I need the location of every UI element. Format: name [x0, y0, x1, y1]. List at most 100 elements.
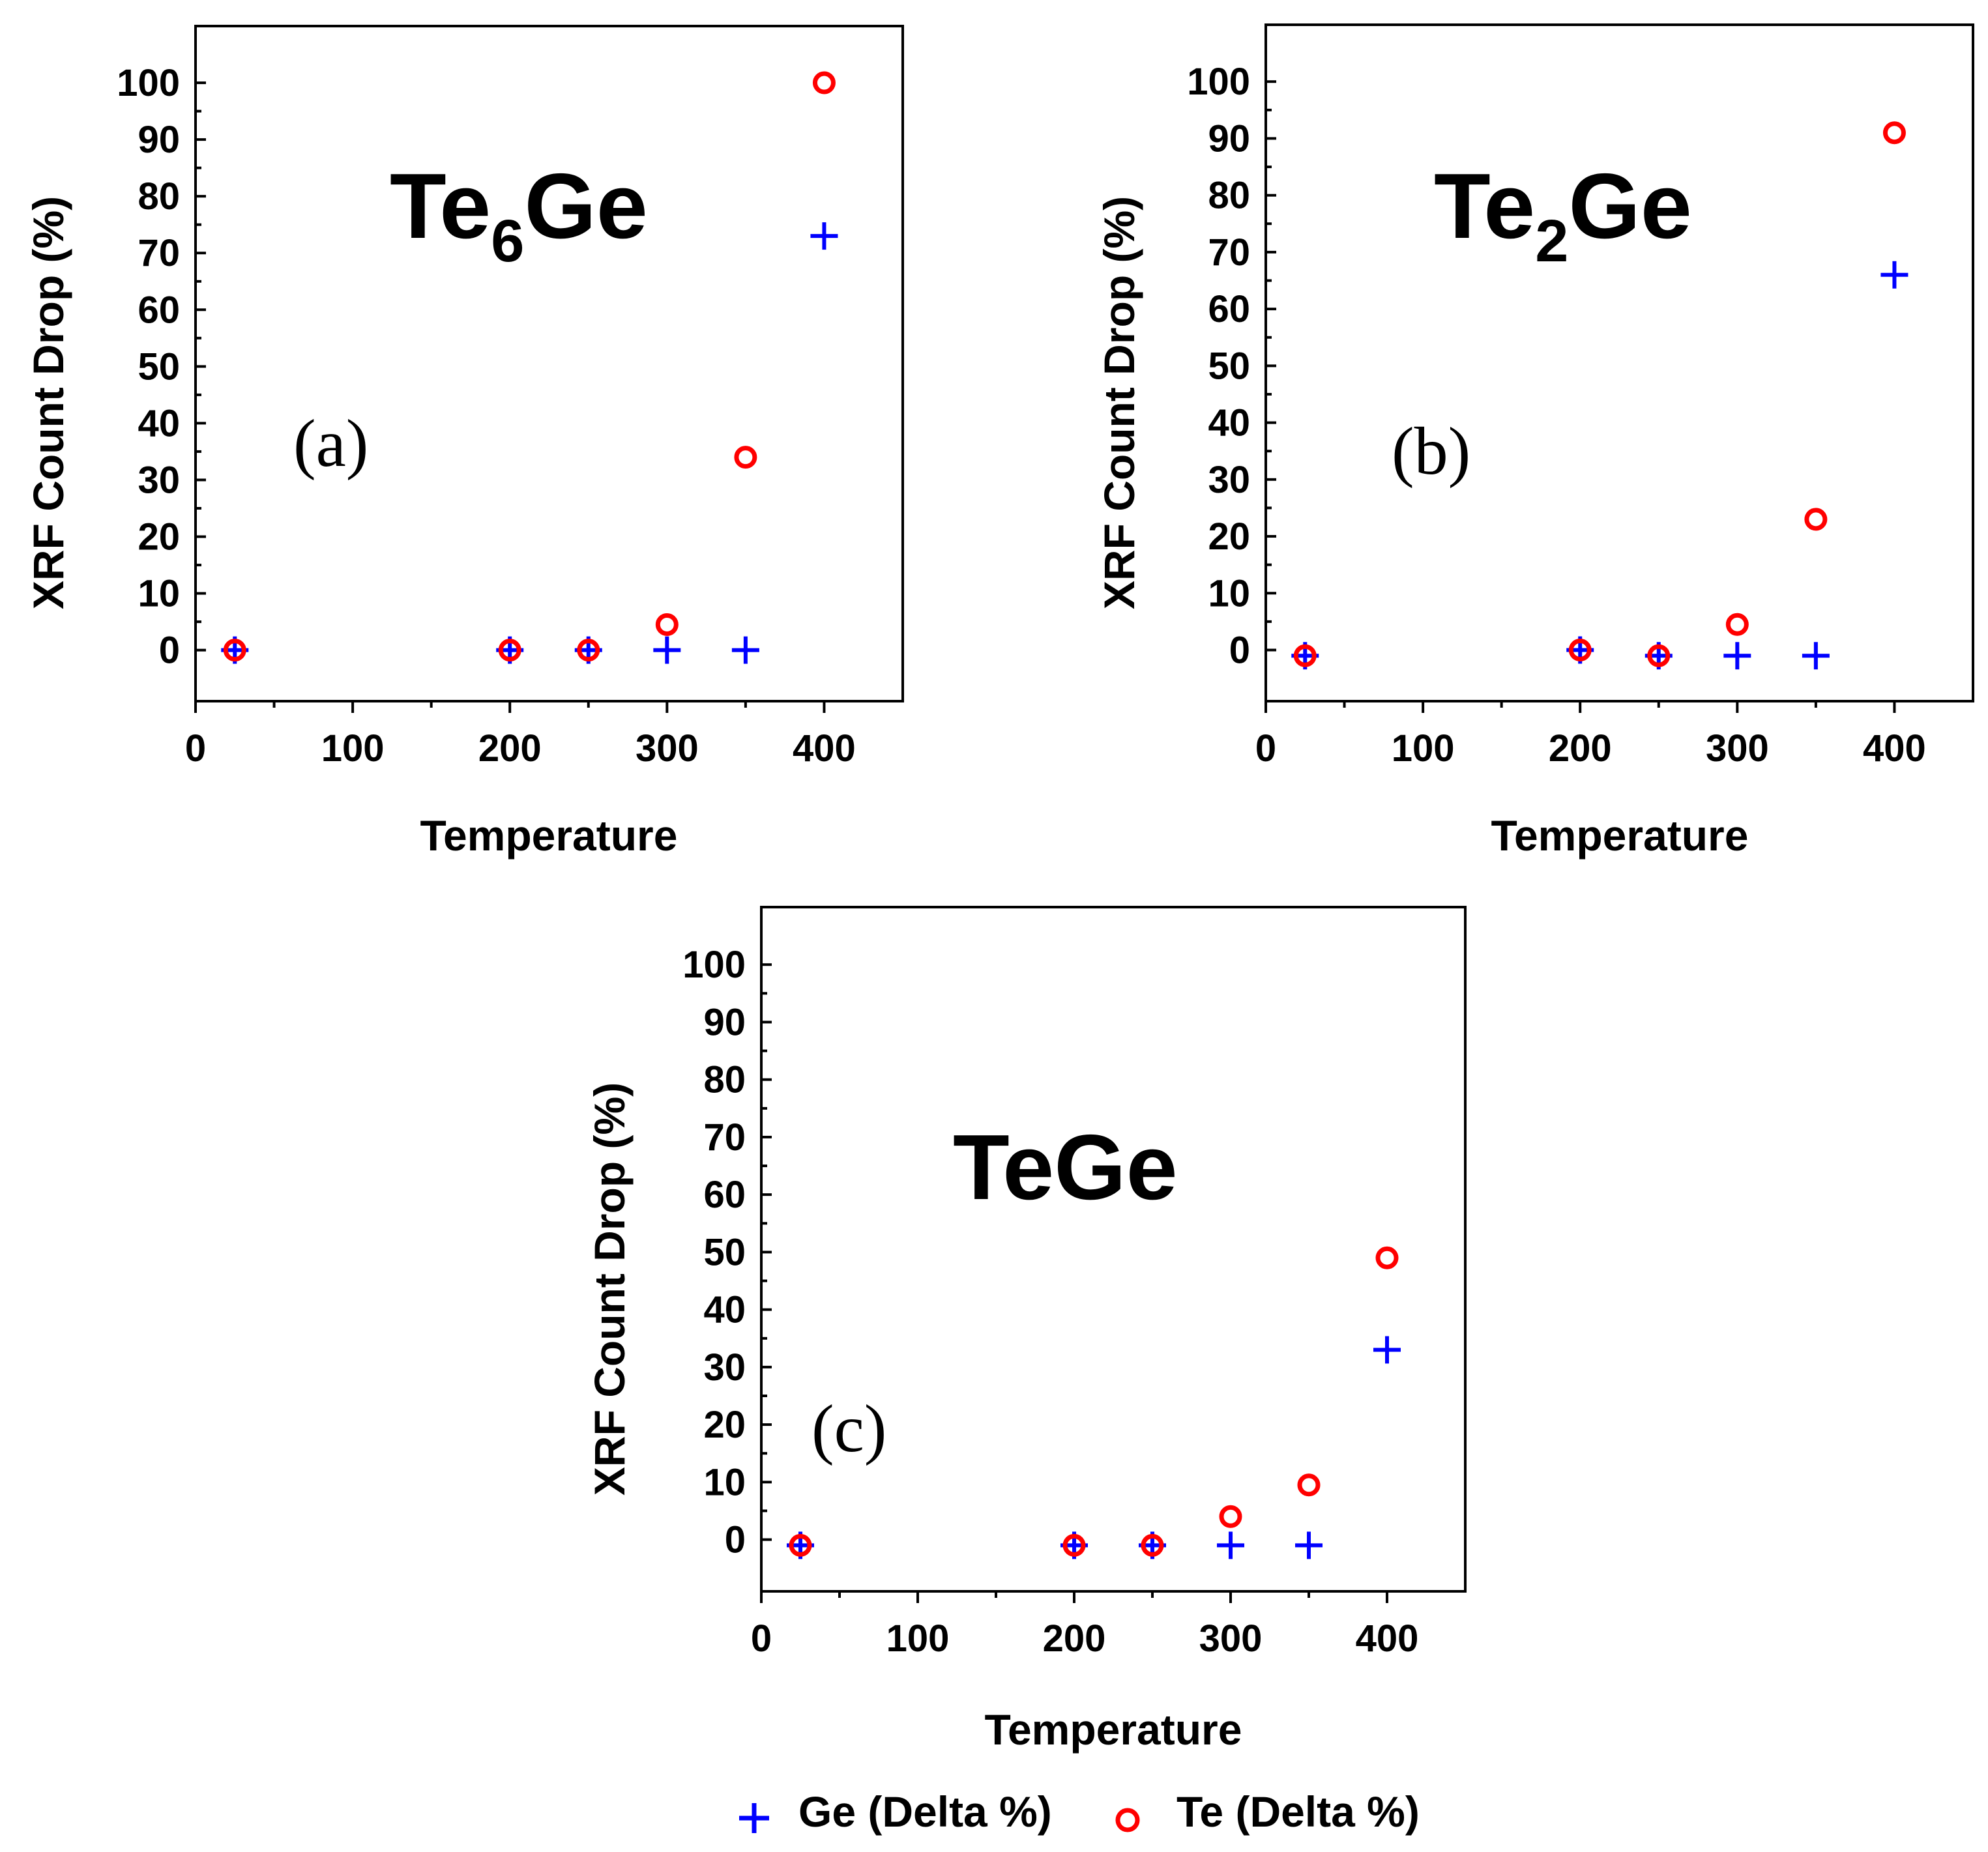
panel-b-ytick-label-0: 0: [1229, 629, 1250, 671]
panel-c-te-point-1: [1062, 1533, 1086, 1557]
panel-b-ylabel: XRF Count Drop (%): [1095, 196, 1143, 609]
panel-c-te-point-2: [1141, 1533, 1164, 1557]
panel-b-xtick-label-300: 300: [1706, 727, 1769, 770]
panel-c-ytick-label-40: 40: [703, 1289, 746, 1331]
panel-c-ytick-label-60: 60: [703, 1174, 746, 1216]
panel-c-ge-point-5: [1373, 1336, 1401, 1364]
panel-a-ytick-label-60: 60: [138, 289, 180, 331]
panel-c-ytick-label-80: 80: [703, 1059, 746, 1101]
panel-c-ge-point-3: [1217, 1531, 1244, 1559]
panel-a-te-point-5: [812, 71, 836, 94]
legend-te-marker: [1115, 1808, 1140, 1832]
panel-a: 0 10 20 30 40 50 60 70 80 90 100 0 100 200 300 400 Te6G…: [24, 25, 904, 860]
panel-a-te-point-4: [734, 446, 757, 469]
panel-a-ytick-label-0: 0: [159, 629, 180, 672]
panel-b-te-point-0: [1293, 644, 1317, 667]
legend-ge-marker: [739, 1803, 769, 1833]
panel-a-marks: [221, 71, 838, 664]
panel-a-xtick-label-300: 300: [636, 727, 699, 770]
panel-c-compound-title: TeGe: [953, 1116, 1178, 1219]
panel-a-ytick-label-70: 70: [138, 232, 180, 274]
panel-a-ticks: [194, 81, 826, 713]
legend: Ge (Delta %) Te (Delta %): [739, 1787, 1420, 1836]
panel-a-label: (a): [293, 406, 368, 481]
panel-a-xlabel: Temperature: [420, 811, 678, 860]
panel-a-te-point-0: [223, 639, 246, 662]
panel-b-compound-title: Te2Ge: [1434, 154, 1692, 274]
panel-b-ytick-label-30: 30: [1208, 459, 1250, 501]
panel-a-ytick-label-50: 50: [138, 345, 180, 388]
panel-a-ge-point-3: [653, 636, 681, 664]
panel-b-te-point-1: [1568, 638, 1592, 661]
panel-b-ytick-label-20: 20: [1208, 515, 1250, 558]
panel-a-compound-title: Te6Ge: [390, 154, 648, 274]
panel-b-xtick-label-400: 400: [1863, 727, 1926, 770]
panel-b-ytick-label-70: 70: [1208, 231, 1250, 274]
panel-a-ge-point-5: [810, 222, 838, 250]
panel-a-ytick-label-80: 80: [138, 175, 180, 218]
panel-a-te-point-3: [655, 613, 679, 636]
panel-b-ytick-label-10: 10: [1208, 572, 1250, 615]
legend-te-label: Te (Delta %): [1177, 1787, 1420, 1836]
panel-a-ytick-label-90: 90: [138, 119, 180, 161]
panel-a-xtick-label-100: 100: [321, 727, 385, 770]
panel-b-te-point-5: [1882, 121, 1906, 145]
panel-c-te-point-5: [1375, 1246, 1399, 1269]
panel-c-ytick-label-100: 100: [682, 944, 746, 986]
panel-b-ytick-label-80: 80: [1208, 175, 1250, 217]
panel-a-xtick-label-200: 200: [478, 727, 542, 770]
panel-c-marks: [787, 1246, 1401, 1559]
panel-b-ge-point-5: [1880, 261, 1908, 289]
panel-c-te-point-4: [1297, 1473, 1321, 1497]
panel-b-ytick-label-60: 60: [1208, 288, 1250, 330]
panel-b-ytick-label-90: 90: [1208, 117, 1250, 160]
panel-a-ge-point-4: [731, 636, 759, 664]
panel-b-tick-labels: 0 10 20 30 40 50 60 70 80 90 100 0 100 200 300 400: [1187, 61, 1926, 770]
panel-a-ylabel: XRF Count Drop (%): [24, 196, 72, 609]
panel-c-te-point-3: [1219, 1505, 1242, 1528]
panel-b-ytick-label-50: 50: [1208, 345, 1250, 387]
panel-c-ytick-label-0: 0: [725, 1519, 746, 1561]
panel-a-te-point-1: [498, 639, 521, 662]
panel-b: 0 10 20 30 40 50 60 70 80 90 100 0 100 200 300 400 Te2G…: [1095, 23, 1974, 860]
panel-a-ytick-label-10: 10: [138, 573, 180, 615]
panel-a-ytick-label-20: 20: [138, 516, 180, 558]
panel-a-ytick-label-30: 30: [138, 459, 180, 501]
panel-c-te-point-0: [789, 1533, 812, 1557]
panel-b-ytick-label-100: 100: [1187, 61, 1250, 103]
panel-c-ytick-label-10: 10: [703, 1461, 746, 1503]
panel-a-frame: [194, 25, 904, 702]
panel-b-te-point-2: [1647, 644, 1671, 667]
panel-c-label: (c): [811, 1391, 886, 1466]
panel-c-xtick-label-200: 200: [1043, 1617, 1106, 1660]
panel-b-te-point-4: [1804, 508, 1828, 531]
panel-c-xlabel: Temperature: [985, 1705, 1242, 1754]
panel-c-ylabel: XRF Count Drop (%): [585, 1082, 634, 1496]
panel-c: 0 10 20 30 40 50 60 70 80 90 100 0 100 200 300 400 TeGe…: [585, 906, 1467, 1754]
panel-b-xlabel: Temperature: [1491, 811, 1749, 860]
panel-a-te-point-2: [577, 639, 600, 662]
panel-b-ticks: [1264, 80, 1896, 713]
panel-b-xtick-label-100: 100: [1392, 727, 1455, 770]
panel-b-frame: [1264, 23, 1974, 702]
panel-c-xtick-label-400: 400: [1356, 1617, 1419, 1660]
panel-c-ytick-label-90: 90: [703, 1001, 746, 1043]
panel-a-ytick-label-100: 100: [117, 62, 180, 104]
panel-c-xtick-label-300: 300: [1199, 1617, 1263, 1660]
panel-c-frame: [760, 906, 1467, 1593]
panel-c-ytick-label-20: 20: [703, 1404, 746, 1446]
panel-b-marks: [1291, 121, 1908, 670]
panel-c-ytick-label-30: 30: [703, 1346, 746, 1389]
panel-a-xtick-label-0: 0: [185, 727, 206, 770]
panel-b-ytick-label-40: 40: [1208, 402, 1250, 444]
panel-a-ytick-label-40: 40: [138, 402, 180, 444]
panel-b-xtick-label-200: 200: [1549, 727, 1612, 770]
panel-c-ticks: [760, 963, 1388, 1603]
panel-c-xtick-label-100: 100: [886, 1617, 950, 1660]
panel-a-xtick-label-400: 400: [793, 727, 856, 770]
panel-c-xtick-label-0: 0: [751, 1617, 772, 1660]
panel-c-ytick-label-50: 50: [703, 1231, 746, 1273]
panel-b-ge-point-3: [1723, 642, 1751, 670]
panel-b-ge-point-4: [1802, 642, 1830, 670]
